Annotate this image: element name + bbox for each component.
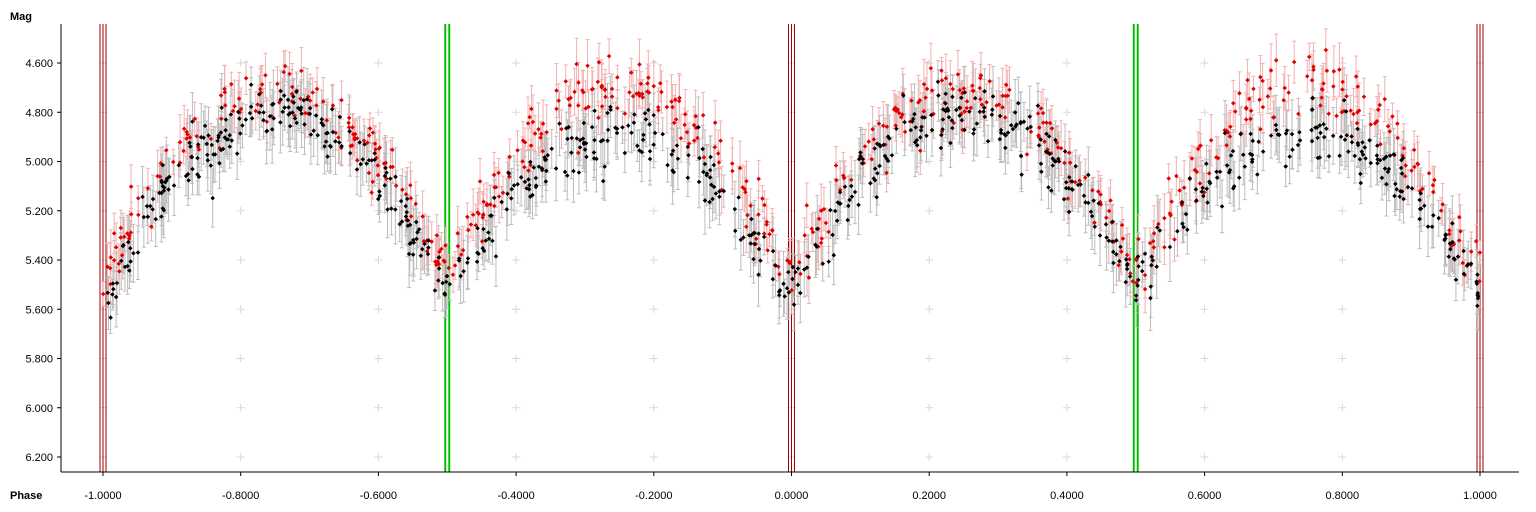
grid-cross xyxy=(1200,453,1209,461)
grid-cross xyxy=(512,157,521,166)
grid-cross xyxy=(1338,354,1347,363)
grid-cross xyxy=(374,108,383,117)
grid-cross xyxy=(1338,403,1347,412)
grid-cross xyxy=(925,354,934,363)
grid-cross xyxy=(649,453,658,461)
grid-cross xyxy=(1062,403,1071,412)
grid-cross xyxy=(374,256,383,264)
grid-cross xyxy=(1200,354,1209,363)
grid-cross xyxy=(925,305,934,314)
grid-cross xyxy=(1062,59,1071,67)
grid-cross xyxy=(236,59,245,67)
grid-cross xyxy=(374,305,383,314)
grid-cross xyxy=(1338,256,1347,264)
grid-cross xyxy=(1200,108,1209,117)
grid-cross xyxy=(236,256,245,264)
grid-cross xyxy=(236,354,245,363)
grid-cross xyxy=(649,256,658,264)
grid-cross xyxy=(374,59,383,67)
grid-cross xyxy=(236,453,245,461)
grid-cross xyxy=(236,403,245,412)
grid-cross xyxy=(1200,256,1209,264)
grid-cross xyxy=(1200,305,1209,314)
grid-cross xyxy=(1062,354,1071,363)
grid-cross xyxy=(925,453,934,461)
grid-cross xyxy=(1200,403,1209,412)
grid-cross xyxy=(649,403,658,412)
grid-cross xyxy=(374,453,383,461)
grid-cross xyxy=(512,206,521,215)
grid-cross xyxy=(236,305,245,314)
grid-cross xyxy=(512,256,521,264)
grid-cross xyxy=(1062,108,1071,117)
grid-cross xyxy=(512,59,521,67)
grid-cross xyxy=(649,305,658,314)
grid-cross xyxy=(925,206,934,215)
grid-cross xyxy=(236,206,245,215)
grid-cross xyxy=(1062,256,1071,264)
grid-cross xyxy=(1338,453,1347,461)
grid-cross xyxy=(1338,206,1347,215)
grid-cross xyxy=(649,206,658,215)
grid-cross xyxy=(512,354,521,363)
grid-cross xyxy=(925,256,934,264)
grid-cross xyxy=(649,354,658,363)
grid-cross xyxy=(374,354,383,363)
grid-cross xyxy=(374,403,383,412)
grid-cross xyxy=(512,453,521,461)
grid-cross xyxy=(512,108,521,117)
grid-cross xyxy=(1062,453,1071,461)
grid-cross xyxy=(1338,305,1347,314)
grid-cross xyxy=(512,403,521,412)
grid-cross xyxy=(925,59,934,67)
grid-cross xyxy=(512,305,521,314)
grid-cross xyxy=(1200,59,1209,67)
grid-cross xyxy=(1062,305,1071,314)
grid-cross xyxy=(925,403,934,412)
